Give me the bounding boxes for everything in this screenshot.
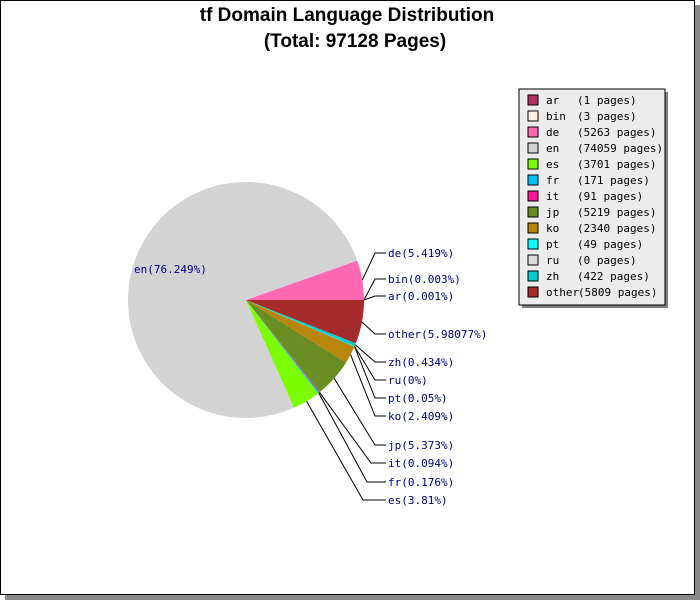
legend-key-fr: fr	[546, 174, 560, 187]
chart-title: tf Domain Language Distribution	[200, 5, 495, 26]
slice-es	[246, 300, 319, 408]
label-ko: ko(2.409%)	[388, 410, 454, 423]
legend-count-fr: (171 pages)	[577, 174, 650, 187]
legend-key-it: it	[546, 190, 559, 203]
legend-count-other: (5809 pages)	[578, 286, 657, 299]
legend-key-de: de	[546, 126, 559, 139]
leader-line-other	[361, 321, 386, 335]
slice-jp	[246, 300, 347, 393]
label-jp: jp(5.373%)	[388, 439, 454, 452]
legend-swatch-zh	[527, 270, 539, 282]
legend-swatch-jp	[527, 206, 539, 218]
legend-key-ar: ar	[546, 94, 560, 107]
label-en: en(76.249%)	[134, 263, 207, 276]
legend-count-ar: (1 pages)	[577, 94, 637, 107]
legend-count-zh: (422 pages)	[577, 270, 650, 283]
leader-line-ru	[354, 346, 386, 381]
chart-subtitle: (Total: 97128 Pages)	[264, 31, 446, 52]
legend-swatch-other	[527, 286, 539, 298]
leader-line-es	[306, 401, 386, 501]
legend-swatch-bin	[527, 110, 539, 122]
legend-count-es: (3701 pages)	[577, 158, 656, 171]
label-zh: zh(0.434%)	[388, 356, 454, 369]
slice-en	[128, 181, 358, 418]
legend-swatch-fr	[527, 174, 539, 186]
slice-it	[246, 300, 320, 393]
legend-swatch-it	[527, 190, 539, 202]
legend-count-de: (5263 pages)	[577, 126, 656, 139]
leader-line-ar	[363, 295, 386, 301]
slice-pt	[246, 300, 355, 347]
legend-swatch-de	[527, 126, 539, 138]
legend-key-es: es	[546, 158, 559, 171]
legend-key-bin: bin	[546, 110, 566, 123]
leader-line-ko	[350, 354, 386, 417]
legend-count-en: (74059 pages)	[577, 142, 663, 155]
leader-line-fr	[318, 392, 386, 483]
legend-swatch-en	[527, 142, 539, 154]
legend-count-ko: (2340 pages)	[577, 222, 656, 235]
legend-swatch-es	[527, 158, 539, 170]
label-other: other(5.98077%)	[388, 328, 487, 341]
leader-line-pt	[354, 346, 386, 399]
label-fr: fr(0.176%)	[388, 476, 454, 489]
label-de: de(5.419%)	[388, 247, 454, 260]
legend-count-pt: (49 pages)	[577, 238, 643, 251]
legend-swatch-pt	[527, 238, 539, 250]
legend-count-jp: (5219 pages)	[577, 206, 656, 219]
legend-swatch-ko	[527, 222, 539, 234]
leader-line-de	[361, 252, 386, 281]
label-it: it(0.094%)	[388, 457, 454, 470]
legend-count-it: (91 pages)	[577, 190, 643, 203]
legend-key-ru: ru	[546, 254, 559, 267]
leader-line-zh	[354, 344, 386, 363]
legend-key-pt: pt	[546, 238, 559, 251]
label-ru: ru(0%)	[388, 374, 428, 387]
legend-key-jp: jp	[546, 206, 559, 219]
legend-count-ru: (0 pages)	[577, 254, 637, 267]
legend-key-other: other	[546, 286, 579, 299]
slice-labels: ar(0.001%) bin(0.003%) de(5.419%) en(76.249…	[134, 247, 487, 507]
label-ar: ar(0.001%)	[388, 290, 454, 303]
legend: ar (1 pages) bin (3 pages) de (5263 pages) en (…	[518, 88, 668, 308]
legend-key-ko: ko	[546, 222, 559, 235]
slice-fr	[246, 300, 320, 394]
slice-ko	[246, 300, 355, 363]
legend-count-bin: (3 pages)	[577, 110, 637, 123]
legend-swatch-ar	[527, 94, 539, 106]
label-bin: bin(0.003%)	[388, 273, 461, 286]
leader-line-jp	[333, 378, 386, 446]
slice-zh	[246, 300, 356, 347]
legend-key-zh: zh	[546, 270, 559, 283]
legend-key-en: en	[546, 142, 559, 155]
leader-line-it	[319, 392, 386, 464]
leader-line-bin	[363, 278, 386, 301]
label-es: es(3.81%)	[388, 494, 448, 507]
pie-slices	[128, 181, 364, 418]
legend-swatch-ru	[527, 254, 539, 266]
slice-de	[246, 260, 364, 300]
legend-box	[518, 88, 666, 306]
slice-other	[246, 300, 364, 344]
label-pt: pt(0.05%)	[388, 392, 448, 405]
